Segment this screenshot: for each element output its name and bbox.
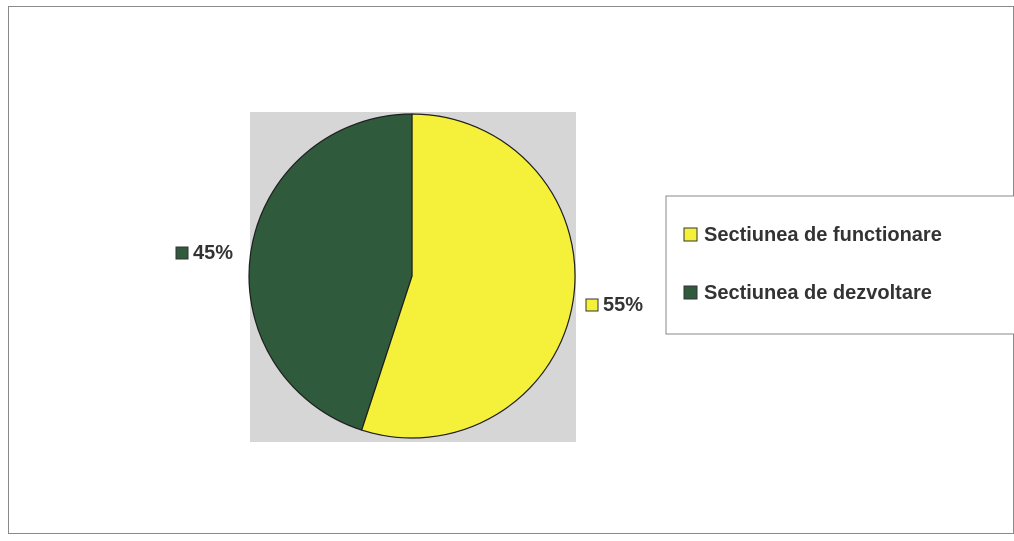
data-label-2: 45% [193, 242, 233, 264]
legend: Sectiunea de functionare Sectiunea de dez… [665, 195, 1014, 335]
pie-slice-2 [248, 113, 413, 431]
data-labels: 55% 45% [175, 242, 643, 316]
pie-slice-1 [360, 113, 576, 439]
data-label-1: 55% [603, 294, 643, 316]
legend-swatch-1 [683, 227, 698, 242]
legend-swatch-2 [683, 285, 698, 300]
data-label-swatch-1 [585, 298, 599, 312]
legend-label-1: Sectiunea de functionare [704, 224, 942, 246]
legend-label-2: Sectiunea de dezvoltare [704, 282, 932, 304]
pie-slices [248, 113, 576, 439]
data-label-swatch-2 [175, 246, 189, 260]
legend-box [665, 195, 1014, 335]
